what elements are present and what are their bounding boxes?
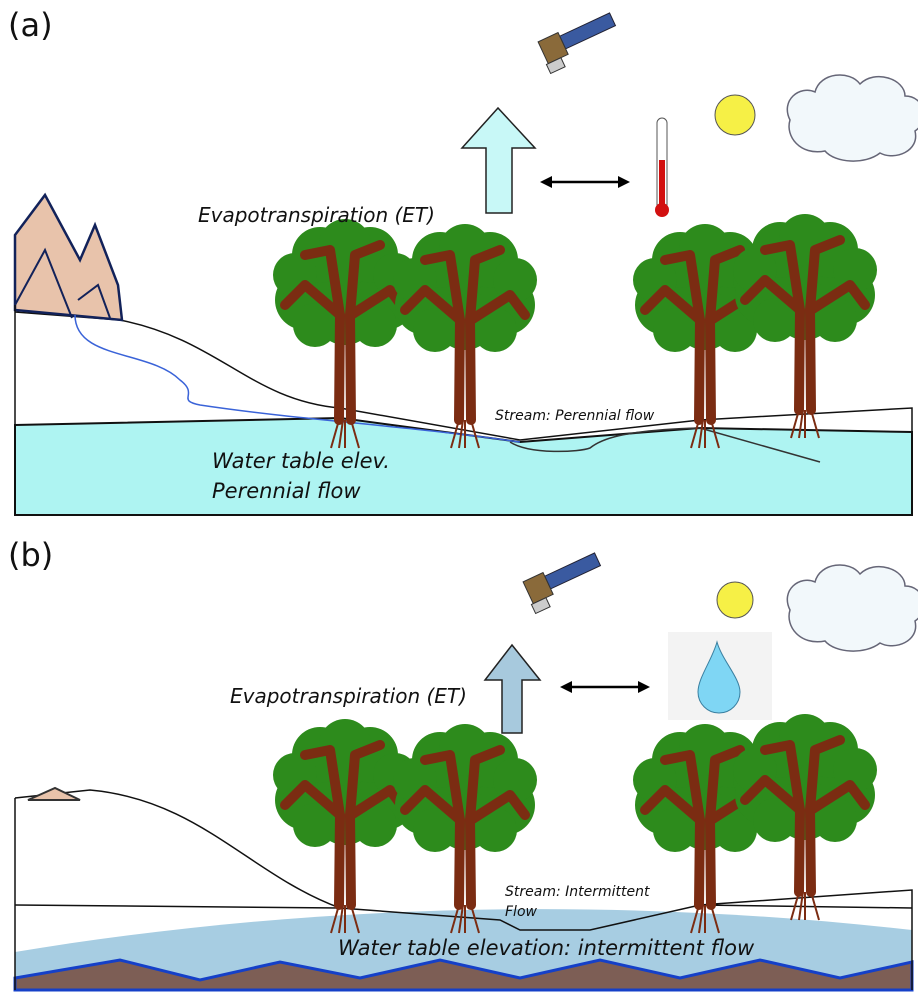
panel-label: (a) [8, 6, 53, 44]
tree-roots [330, 904, 360, 934]
stream-label: Stream: Perennial flow [495, 408, 655, 424]
tree-canopy [779, 214, 831, 266]
et-label: Evapotranspiration (ET) [230, 684, 467, 708]
mountain-stream [74, 314, 521, 443]
tree-canopy [439, 724, 491, 776]
sun [714, 94, 756, 136]
tree-canopy [713, 308, 757, 352]
tree-canopy [653, 808, 697, 852]
tree [393, 224, 537, 449]
tree-trunk [280, 240, 410, 425]
thermometer-mercury [659, 160, 665, 210]
solar-panel [559, 12, 617, 50]
tree-canopy [833, 248, 877, 292]
satellite [537, 12, 617, 75]
bedrock [13, 958, 914, 992]
water-label: Water table elev. [212, 449, 390, 473]
tree-canopy [679, 224, 731, 276]
et-arrow [483, 643, 542, 734]
mountain [13, 192, 124, 322]
et-label: Evapotranspiration (ET) [198, 203, 435, 227]
water-drop [697, 640, 741, 714]
tree-trunk [400, 745, 530, 910]
tree-canopy [813, 298, 857, 342]
cloud [786, 564, 918, 652]
panel: (b) Evapotranspiration (ET) Stream: Interm… [8, 536, 918, 992]
tree [733, 214, 877, 439]
tree-canopy [319, 719, 371, 771]
tree-canopy [813, 798, 857, 842]
tree [273, 719, 417, 934]
tree-canopy [679, 724, 731, 776]
tree [273, 219, 417, 449]
tree-trunk [400, 245, 530, 425]
tree-canopy [353, 303, 397, 347]
tree-trunk [280, 740, 410, 910]
panel-label: (b) [8, 536, 53, 574]
water-label: Perennial flow [212, 479, 361, 503]
tree-roots [450, 904, 480, 934]
tree-canopy [353, 803, 397, 847]
tree-trunk [740, 735, 870, 897]
hill [14, 789, 913, 990]
stream-bed [509, 427, 701, 453]
tree-roots [790, 891, 820, 921]
tree-canopy [653, 308, 697, 352]
water-body [14, 416, 913, 516]
tree-roots [330, 419, 360, 449]
tree-trunk [640, 245, 770, 425]
tree-canopy [473, 308, 517, 352]
tree-canopy [293, 303, 337, 347]
solar-panel [544, 552, 602, 590]
et-arrow [460, 106, 537, 214]
tree-canopy [713, 808, 757, 852]
tree-trunk [640, 745, 770, 910]
satellite-part [545, 57, 566, 75]
tree-roots [690, 419, 720, 449]
tree-canopy [833, 748, 877, 792]
satellite [522, 552, 602, 615]
stream-label: Stream: Intermittent [505, 884, 650, 900]
tree [733, 714, 877, 921]
tree-canopy [753, 798, 797, 842]
tree [393, 724, 537, 934]
tree-canopy [293, 803, 337, 847]
tree-trunk [740, 235, 870, 415]
panel: (a) Evapotranspiration (ET) Stream: Perenn… [8, 6, 918, 516]
tree-canopy [779, 714, 831, 766]
tree-roots [690, 904, 720, 934]
water-label: Water table elevation: intermittent flow [338, 936, 755, 960]
tree-canopy [473, 808, 517, 852]
tree-roots [790, 409, 820, 439]
thermometer-bulb [655, 203, 669, 217]
groundwater-cone [699, 427, 821, 463]
satellite-part [530, 597, 551, 615]
tree-canopy [413, 808, 457, 852]
sun [716, 581, 754, 619]
cloud [786, 74, 918, 162]
mountain [27, 786, 81, 801]
tree-canopy [439, 224, 491, 276]
tree-canopy [493, 758, 537, 802]
tree-canopy [753, 298, 797, 342]
tree-roots [450, 419, 480, 449]
mountain-ridge [14, 247, 111, 319]
tree-canopy [493, 258, 537, 302]
tree [633, 224, 777, 449]
tree-canopy [413, 308, 457, 352]
stream-label: Flow [505, 904, 538, 920]
